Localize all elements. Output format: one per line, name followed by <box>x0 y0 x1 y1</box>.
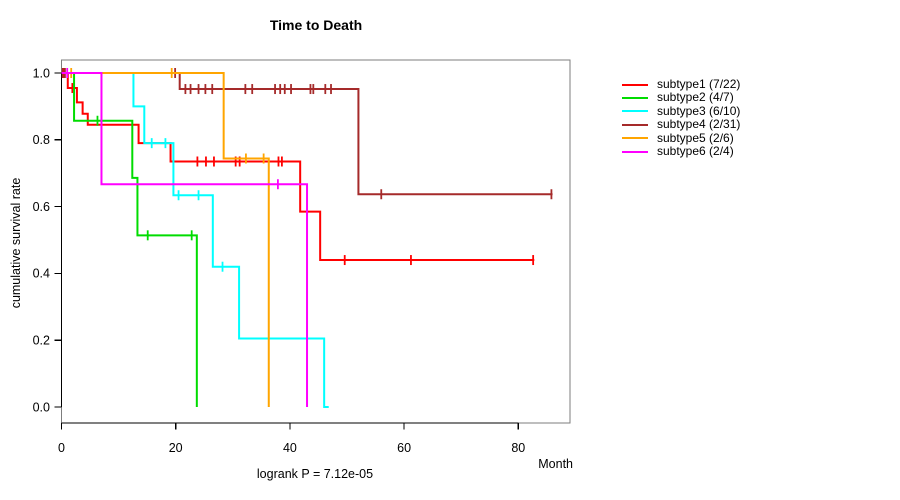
legend-item-2: subtype2 (4/7) <box>622 90 740 105</box>
legend-label: subtype1 (7/22) <box>657 77 741 91</box>
legend-line-swatch <box>622 123 648 126</box>
x-tick-label: 0 <box>58 441 65 455</box>
survival-curve-4 <box>61 72 553 196</box>
survival-curve-5 <box>61 72 270 407</box>
legend-item-4: subtype4 (2/31) <box>622 117 741 132</box>
legend-label: subtype6 (2/4) <box>657 143 734 158</box>
x-axis-label: Month <box>538 457 573 471</box>
y-tick-label: 0.8 <box>33 133 50 147</box>
x-tick-label: 20 <box>169 441 183 455</box>
legend-label: subtype2 (4/7) <box>657 90 734 105</box>
x-tick-label: 40 <box>283 441 297 455</box>
legend-item-3: subtype3 (6/10) <box>622 103 741 118</box>
legend-line-swatch <box>622 97 648 100</box>
legend-label: subtype4 (2/31) <box>657 117 741 132</box>
y-tick-label: 0.4 <box>33 267 50 281</box>
y-tick-label: 0.2 <box>33 334 50 348</box>
survival-curve-6 <box>61 72 309 407</box>
y-tick-label: 1.0 <box>33 66 50 80</box>
legend-item-6: subtype6 (2/4) <box>622 143 740 158</box>
y-axis-label: cumulative survival rate <box>9 177 23 309</box>
x-tick-label: 60 <box>397 441 411 455</box>
legend-label: subtype5 (2/6) <box>657 130 734 145</box>
legend-item-5: subtype5 (2/6) <box>622 130 740 145</box>
logrank-p-value: logrank P = 7.12e-05 <box>256 467 374 481</box>
survival-curve-1 <box>61 72 535 262</box>
plot-frame <box>61 59 571 424</box>
survival-curve-2 <box>61 72 198 407</box>
legend-line-swatch <box>622 83 648 86</box>
y-tick-label: 0.6 <box>33 200 50 214</box>
legend-label: subtype3 (6/10) <box>657 103 741 118</box>
legend-item-1: subtype1 (7/22) <box>622 77 741 91</box>
y-tick-label: 0.0 <box>33 400 50 414</box>
survival-curve-3 <box>61 72 329 408</box>
x-tick-label: 80 <box>511 441 525 455</box>
legend-line-swatch <box>622 150 648 153</box>
legend-line-swatch <box>622 137 648 140</box>
legend: subtype1 (7/22) subtype2 (4/7) subtype3 (6… <box>622 77 741 158</box>
plot-title: Time to Death <box>269 17 363 33</box>
legend-line-swatch <box>622 110 648 113</box>
